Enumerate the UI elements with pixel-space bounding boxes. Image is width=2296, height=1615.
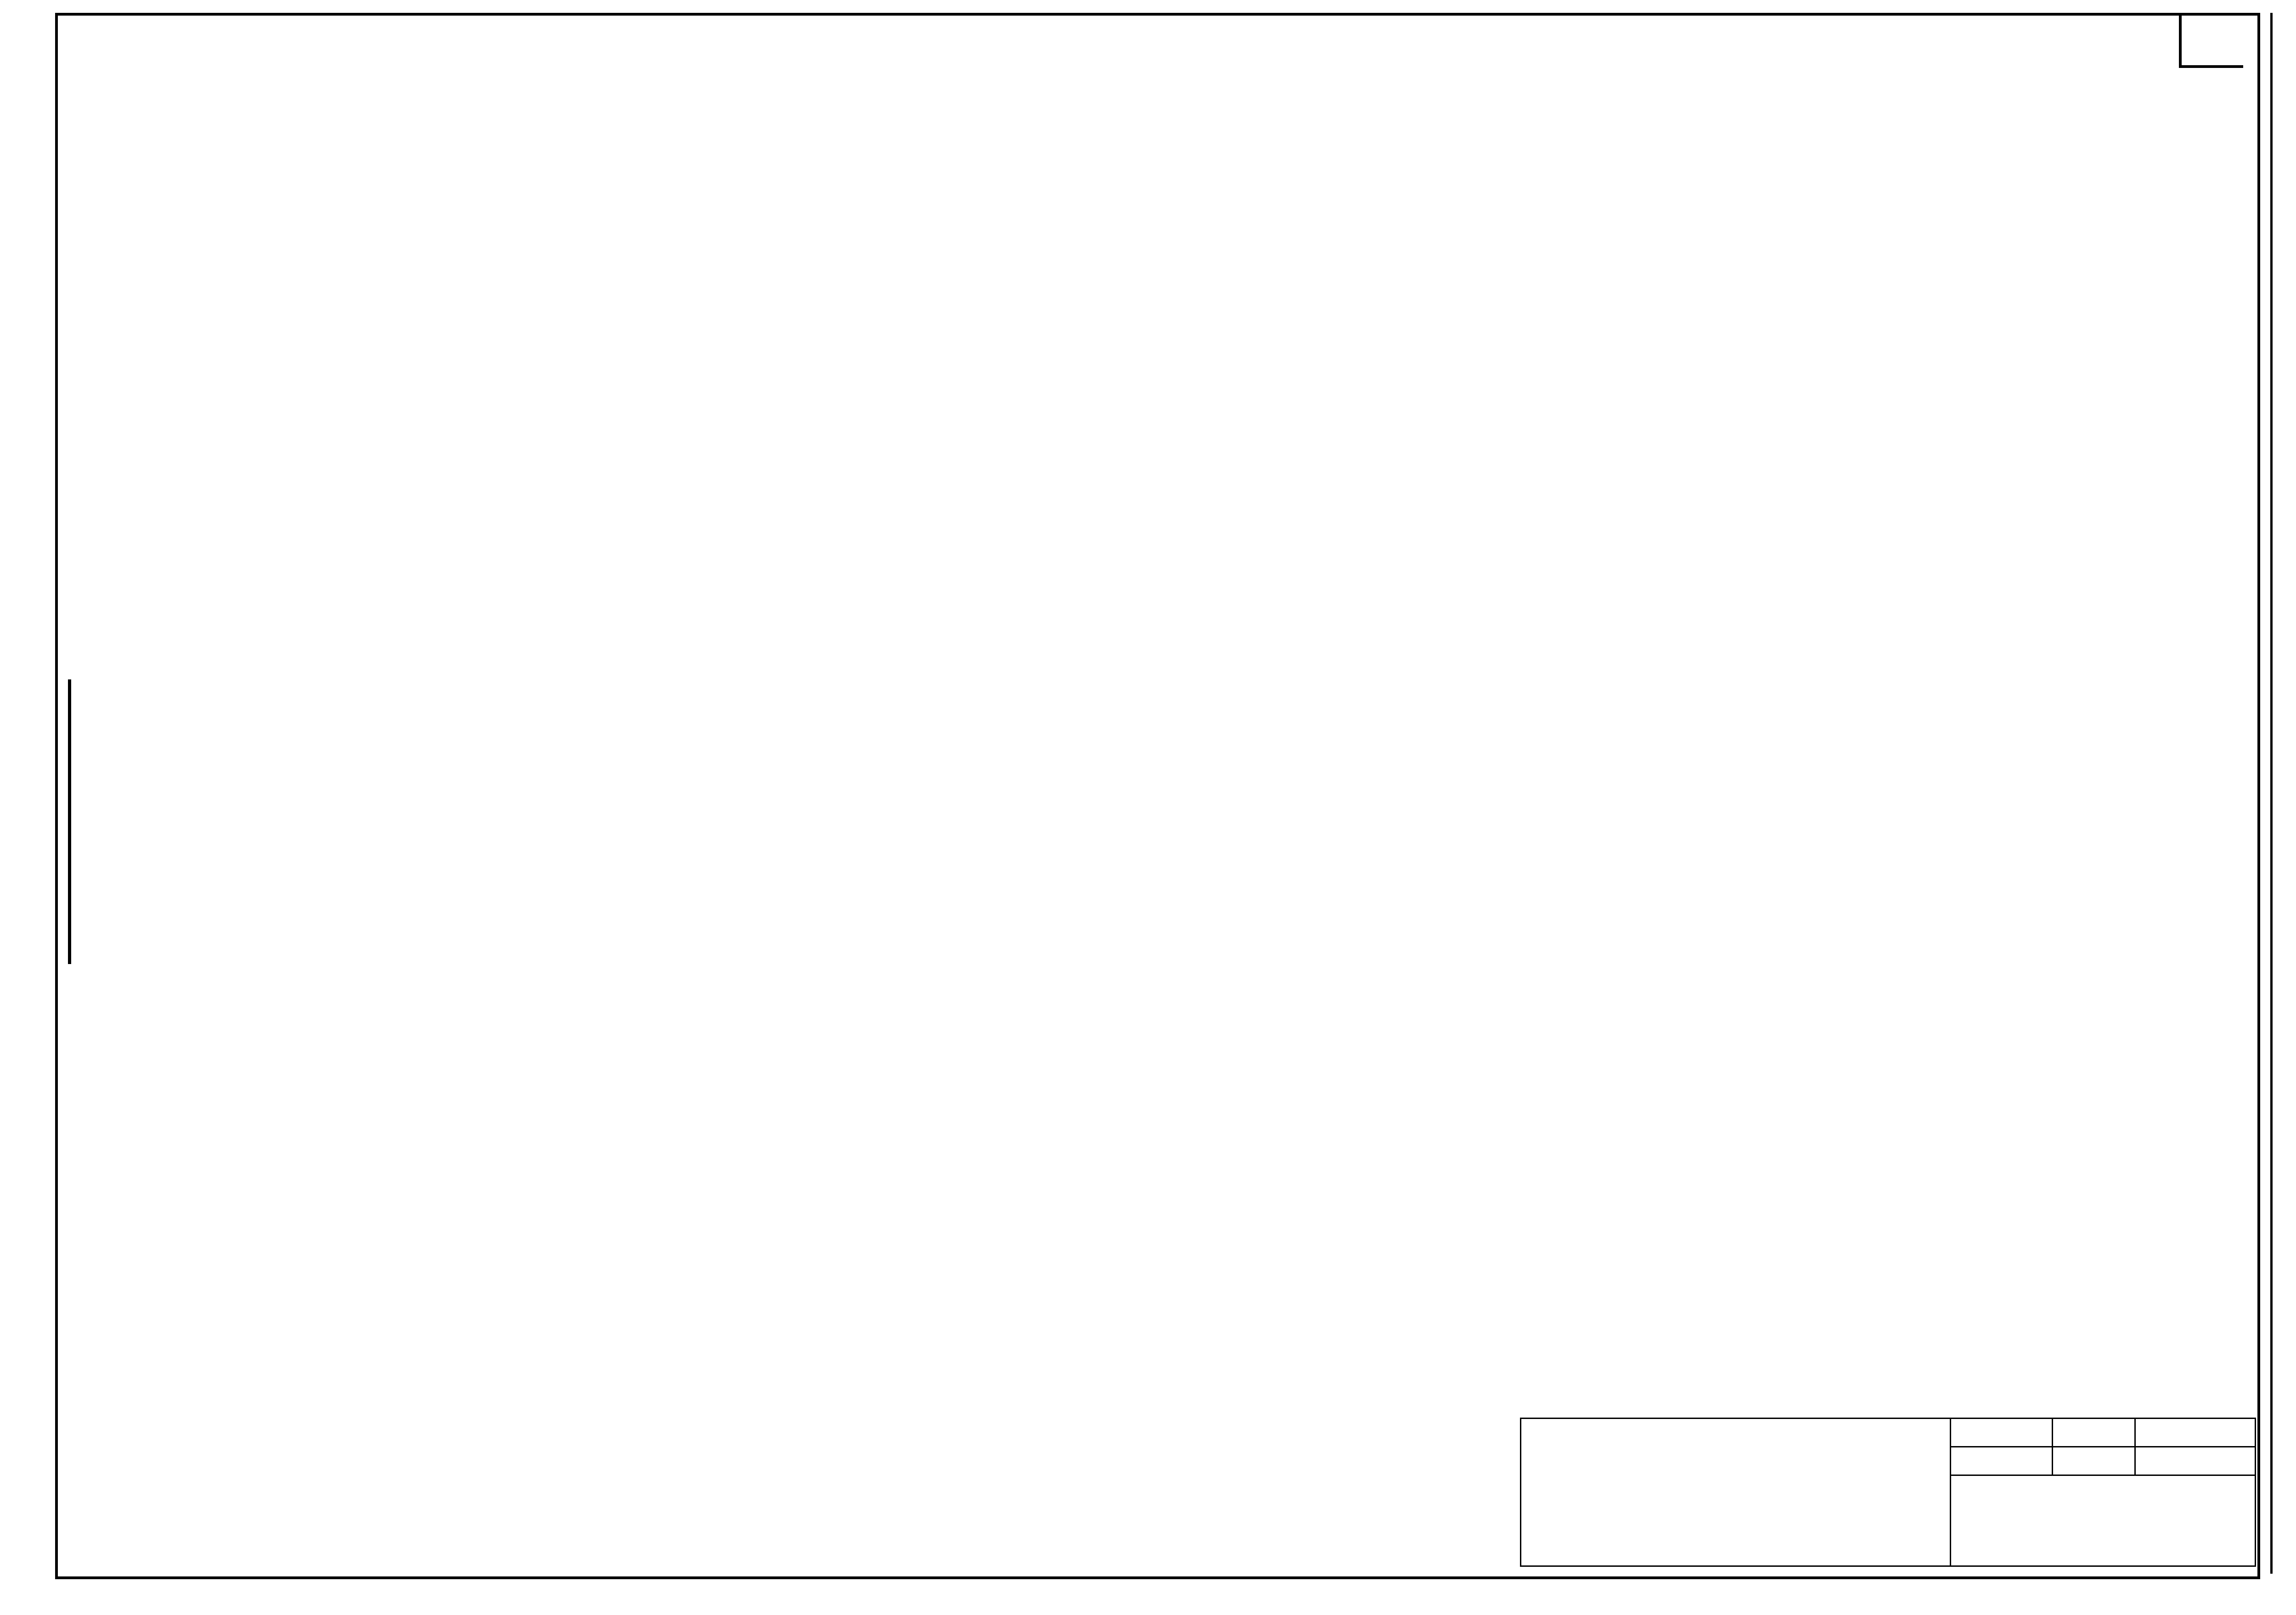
- drawing-frame: [55, 13, 2260, 1579]
- sheet-right-edge: [2270, 13, 2273, 1574]
- title-name-block: [1520, 1418, 2256, 1567]
- sheet-value: [2052, 1446, 2136, 1476]
- sheet-label: [2052, 1418, 2136, 1447]
- stage-label: [1950, 1418, 2053, 1447]
- sheets-label: [2134, 1418, 2256, 1447]
- page-number-box: [2179, 14, 2243, 68]
- sheets-value: [2134, 1446, 2256, 1476]
- sheet-binding-tick: [68, 679, 71, 964]
- stage-value: [1950, 1446, 2053, 1476]
- organization-name: [1950, 1475, 2256, 1567]
